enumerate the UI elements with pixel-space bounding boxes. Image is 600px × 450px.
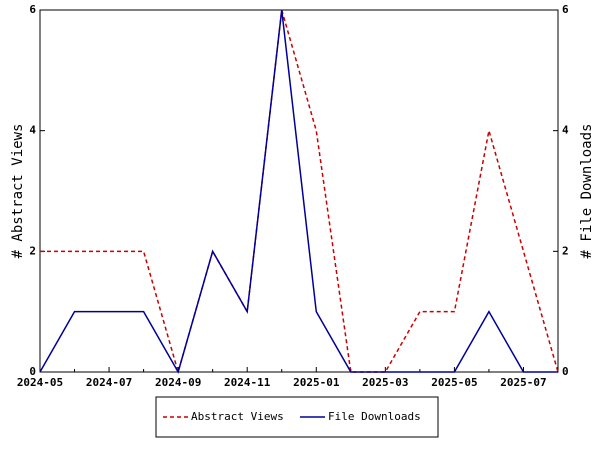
y2-axis-label: # File Downloads	[579, 124, 595, 259]
y-tick-label: 4	[29, 124, 36, 137]
series-line	[39, 9, 558, 374]
plot-frame	[39, 9, 559, 373]
y-tick-label: 2	[29, 244, 36, 257]
y2-tick-label: 0	[562, 365, 569, 378]
x-tick-label: 2024-05	[17, 376, 63, 389]
x-tick-label: 2025-07	[500, 376, 546, 389]
y-tick-label: 6	[29, 3, 36, 16]
x-tick-label: 2024-09	[155, 376, 201, 389]
x-tick-label: 2025-03	[362, 376, 408, 389]
y2-tick-label: 6	[562, 3, 569, 16]
legend-box	[155, 396, 439, 438]
y2-tick-label: 4	[562, 124, 569, 137]
legend-label: File Downloads	[328, 410, 421, 423]
legend-label: Abstract Views	[191, 410, 284, 423]
x-tick-label: 2025-01	[293, 376, 340, 389]
y-axis-label: # Abstract Views	[10, 124, 26, 259]
series-line	[40, 9, 559, 375]
x-tick-label: 2025-05	[431, 376, 477, 389]
y2-tick-label: 2	[562, 244, 569, 257]
x-tick-label: 2024-07	[86, 376, 132, 389]
x-tick-label: 2024-11	[224, 376, 271, 389]
y-tick-label: 0	[29, 365, 36, 378]
